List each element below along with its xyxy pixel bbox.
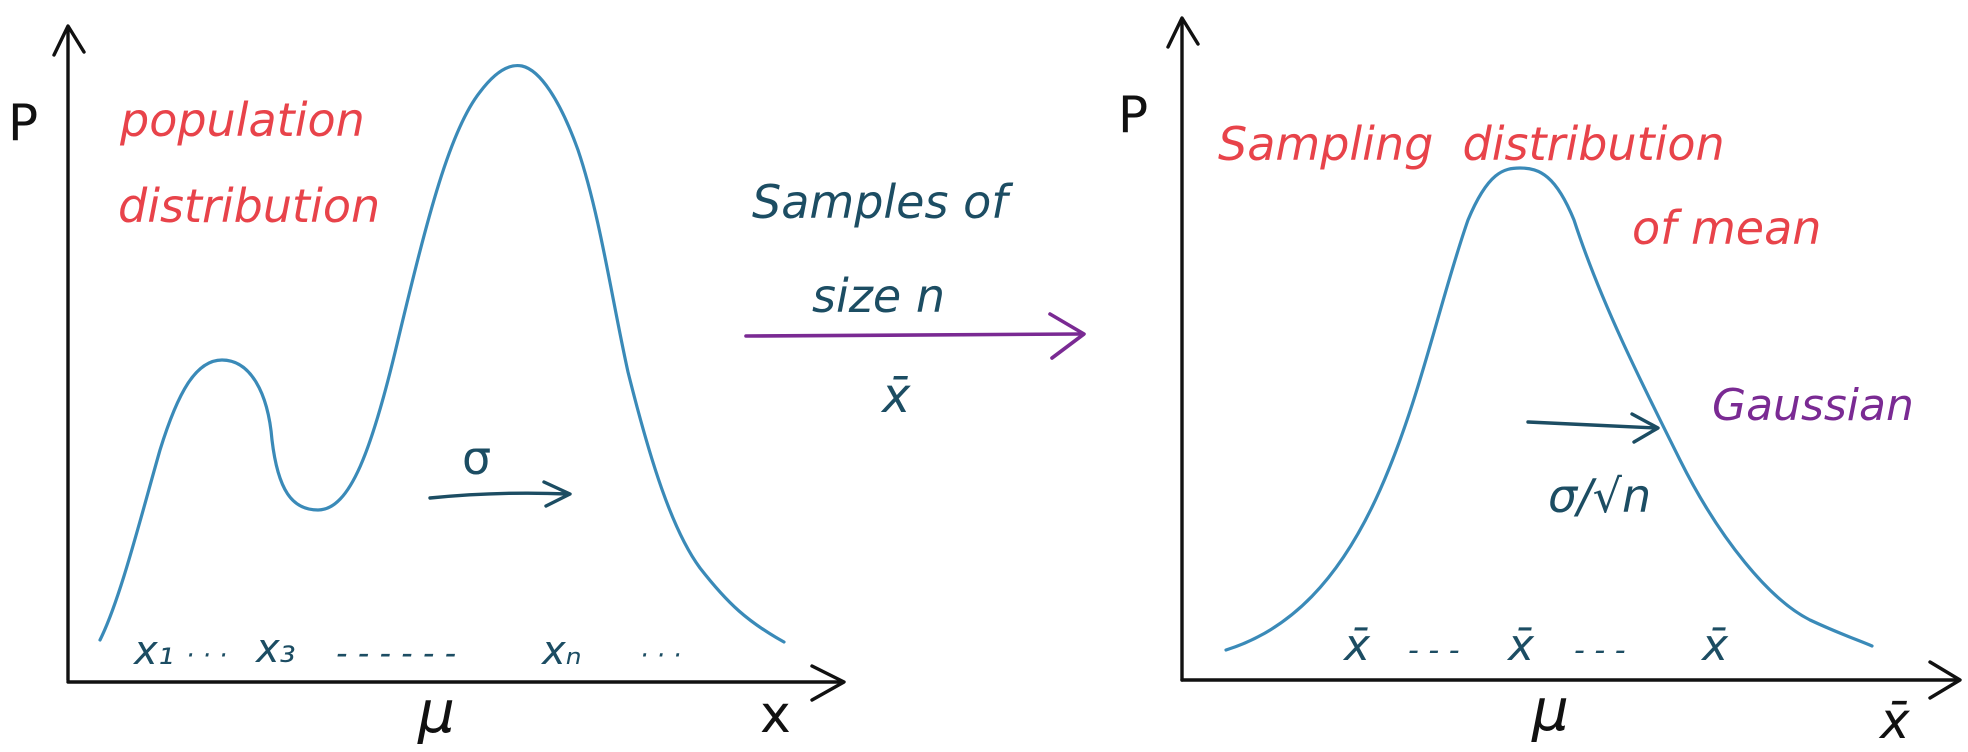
sample-dots-2: · · · <box>640 641 681 671</box>
population-curve <box>98 63 786 644</box>
sampling-title-line2: of mean <box>1632 201 1821 255</box>
sample-dashes: - - - - - - <box>336 634 456 672</box>
sample-mean-2: x̄ <box>1506 620 1535 671</box>
sample-mean-1: x̄ <box>1342 620 1371 671</box>
left-y-axis-label: P <box>8 94 38 152</box>
middle-transform: Samples of size n x̄ <box>744 175 1086 424</box>
sample-dots-1: · · · <box>186 641 227 671</box>
sample-means: x̄ - - - x̄ - - - x̄ <box>1342 620 1729 671</box>
sigma-label: σ <box>462 431 491 485</box>
sample-mean-dashes-1: - - - <box>1408 633 1460 668</box>
std-error-arrow <box>1526 420 1658 430</box>
left-mean-label: μ <box>417 678 455 746</box>
left-panel: P x population distribution μ σ x₁ · · ·… <box>8 24 846 746</box>
population-title-line1: population <box>119 93 365 147</box>
sample-mean-dashes-2: - - - <box>1574 633 1626 668</box>
right-y-axis-label: P <box>1118 86 1148 144</box>
right-mean-label: μ <box>1531 676 1569 744</box>
transform-arrow <box>744 332 1082 338</box>
sample-x1: x₁ <box>132 628 174 674</box>
sample-xn: xₙ <box>540 628 582 674</box>
left-x-axis-arrowhead <box>810 664 846 702</box>
std-error-arrowhead <box>1630 412 1660 444</box>
sigma-arrow <box>428 491 570 500</box>
samples-of-text: Samples of <box>752 175 1013 229</box>
right-x-axis-arrowhead <box>1928 660 1962 700</box>
size-n-text: size n <box>812 269 945 323</box>
sigma-arrowhead <box>542 480 572 508</box>
sample-mean-3: x̄ <box>1700 620 1729 671</box>
right-x-axis-label: x̄ <box>1878 692 1910 750</box>
gaussian-label: Gaussian <box>1712 380 1914 431</box>
right-panel: P x̄ Sampling distribution of mean Gauss… <box>1118 16 1962 750</box>
population-samples: x₁ · · · x₃ - - - - - - xₙ · · · <box>132 626 681 674</box>
xbar-symbol: x̄ <box>880 368 911 424</box>
sampling-title-line1: Sampling distribution <box>1218 117 1725 171</box>
right-y-axis-arrowhead <box>1166 16 1200 49</box>
left-y-axis-arrowhead <box>52 24 86 57</box>
sampling-distribution-curve <box>1224 166 1874 652</box>
sample-x3: x₃ <box>254 626 296 672</box>
left-x-axis-label: x <box>760 685 791 745</box>
std-error-label: σ/√n <box>1548 469 1651 523</box>
population-title-line2: distribution <box>118 179 380 233</box>
transform-arrowhead <box>1048 312 1086 360</box>
